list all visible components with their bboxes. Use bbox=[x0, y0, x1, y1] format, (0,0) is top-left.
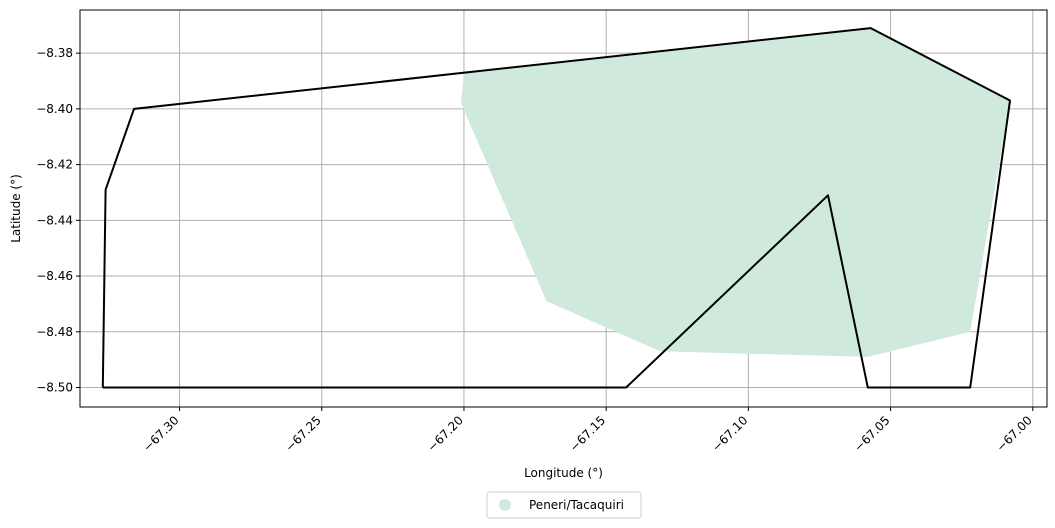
y-tick-label-6: −8.50 bbox=[36, 380, 73, 394]
y-tick-label-1: −8.40 bbox=[36, 102, 73, 116]
legend-label-peneri-tacaquiri: Peneri/Tacaquiri bbox=[529, 498, 624, 512]
territory-polygon-peneri-tacaquiri bbox=[461, 28, 1011, 357]
legend-swatch-peneri-tacaquiri bbox=[499, 499, 511, 511]
y-tick-label-5: −8.48 bbox=[36, 325, 73, 339]
x-axis-label: Longitude (°) bbox=[524, 466, 603, 480]
y-tick-label-0: −8.38 bbox=[36, 46, 73, 60]
x-tick-label-6: −67.00 bbox=[994, 413, 1035, 454]
map-layers bbox=[101, 27, 1011, 389]
y-tick-label-3: −8.44 bbox=[36, 213, 73, 227]
x-tick-label-3: −67.15 bbox=[567, 413, 608, 454]
x-tick-label-4: −67.10 bbox=[709, 413, 750, 454]
y-tick-label-4: −8.46 bbox=[36, 269, 73, 283]
y-axis-label: Latitude (°) bbox=[9, 174, 23, 243]
x-tick-label-1: −67.25 bbox=[283, 413, 324, 454]
legend: Peneri/Tacaquiri bbox=[486, 491, 642, 519]
plot-frame bbox=[79, 9, 1048, 408]
x-tick-label-0: −67.30 bbox=[140, 413, 181, 454]
x-tick-label-2: −67.20 bbox=[425, 413, 466, 454]
x-tick-label-5: −67.05 bbox=[851, 413, 892, 454]
boundary-outline bbox=[101, 27, 1011, 389]
y-tick-label-2: −8.42 bbox=[36, 158, 73, 172]
legend-box bbox=[486, 491, 642, 519]
